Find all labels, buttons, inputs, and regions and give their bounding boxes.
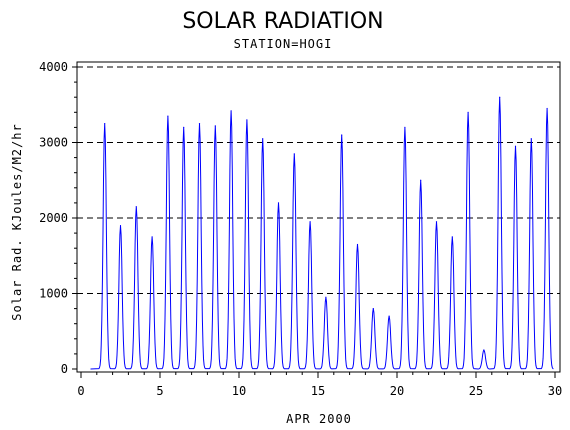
x-tick-label: 25 (469, 384, 483, 398)
y-tick-label: 2000 (39, 211, 68, 225)
daily-peak-point (420, 179, 422, 181)
daily-peak-point (404, 126, 406, 128)
daily-peak-point (262, 138, 264, 140)
daily-peak-point (530, 138, 532, 140)
daily-peak-point (214, 125, 216, 127)
chart-subtitle: STATION=HOGI (234, 37, 333, 51)
daily-peak-point (499, 96, 501, 98)
x-axis-label: APR 2000 (286, 412, 352, 426)
daily-peak-point (246, 119, 248, 121)
daily-peak-point (435, 221, 438, 223)
x-tick-label: 0 (77, 384, 84, 398)
x-tick-label: 10 (232, 384, 246, 398)
y-axis: 0 1000 2000 3000 4000 (39, 60, 77, 376)
daily-peak-point (356, 243, 359, 246)
daily-peak-point (119, 224, 122, 227)
daily-peak-point (230, 110, 232, 112)
daily-peak-point (341, 134, 343, 136)
chart-title: SOLAR RADIATION (182, 9, 383, 34)
daily-peak-point (293, 153, 295, 155)
daily-peak-point (546, 107, 548, 110)
daily-peak-point (483, 349, 485, 351)
daily-peak-point (372, 308, 374, 310)
daily-peak-point (451, 236, 453, 238)
y-tick-label: 0 (61, 362, 68, 376)
y-tick-label: 1000 (39, 287, 68, 301)
series-line (90, 97, 554, 370)
x-tick-label: 5 (156, 384, 163, 398)
x-tick-label: 15 (311, 384, 325, 398)
x-tick-label: 30 (548, 384, 562, 398)
daily-peak-point (309, 221, 311, 223)
daily-peak-point (167, 115, 169, 117)
daily-peak-point (198, 123, 201, 125)
grid-lines (77, 66, 560, 294)
daily-peak-point (514, 145, 517, 147)
daily-peak-point (277, 202, 280, 204)
daily-peak-point (325, 296, 327, 298)
daily-peak-point (183, 126, 185, 128)
daily-peak-point (135, 206, 137, 208)
daily-peak-point (104, 123, 106, 125)
daily-peak-point (388, 315, 390, 317)
x-axis: 0 5 10 15 20 25 30 (77, 372, 562, 398)
y-tick-label: 4000 (39, 60, 68, 74)
series-group (90, 96, 554, 370)
x-tick-label: 20 (390, 384, 404, 398)
y-tick-label: 3000 (39, 136, 68, 150)
daily-peak-point (151, 236, 153, 238)
y-axis-label: Solar Rad. KJoules/M2/hr (10, 123, 24, 320)
daily-peak-point (467, 111, 469, 113)
